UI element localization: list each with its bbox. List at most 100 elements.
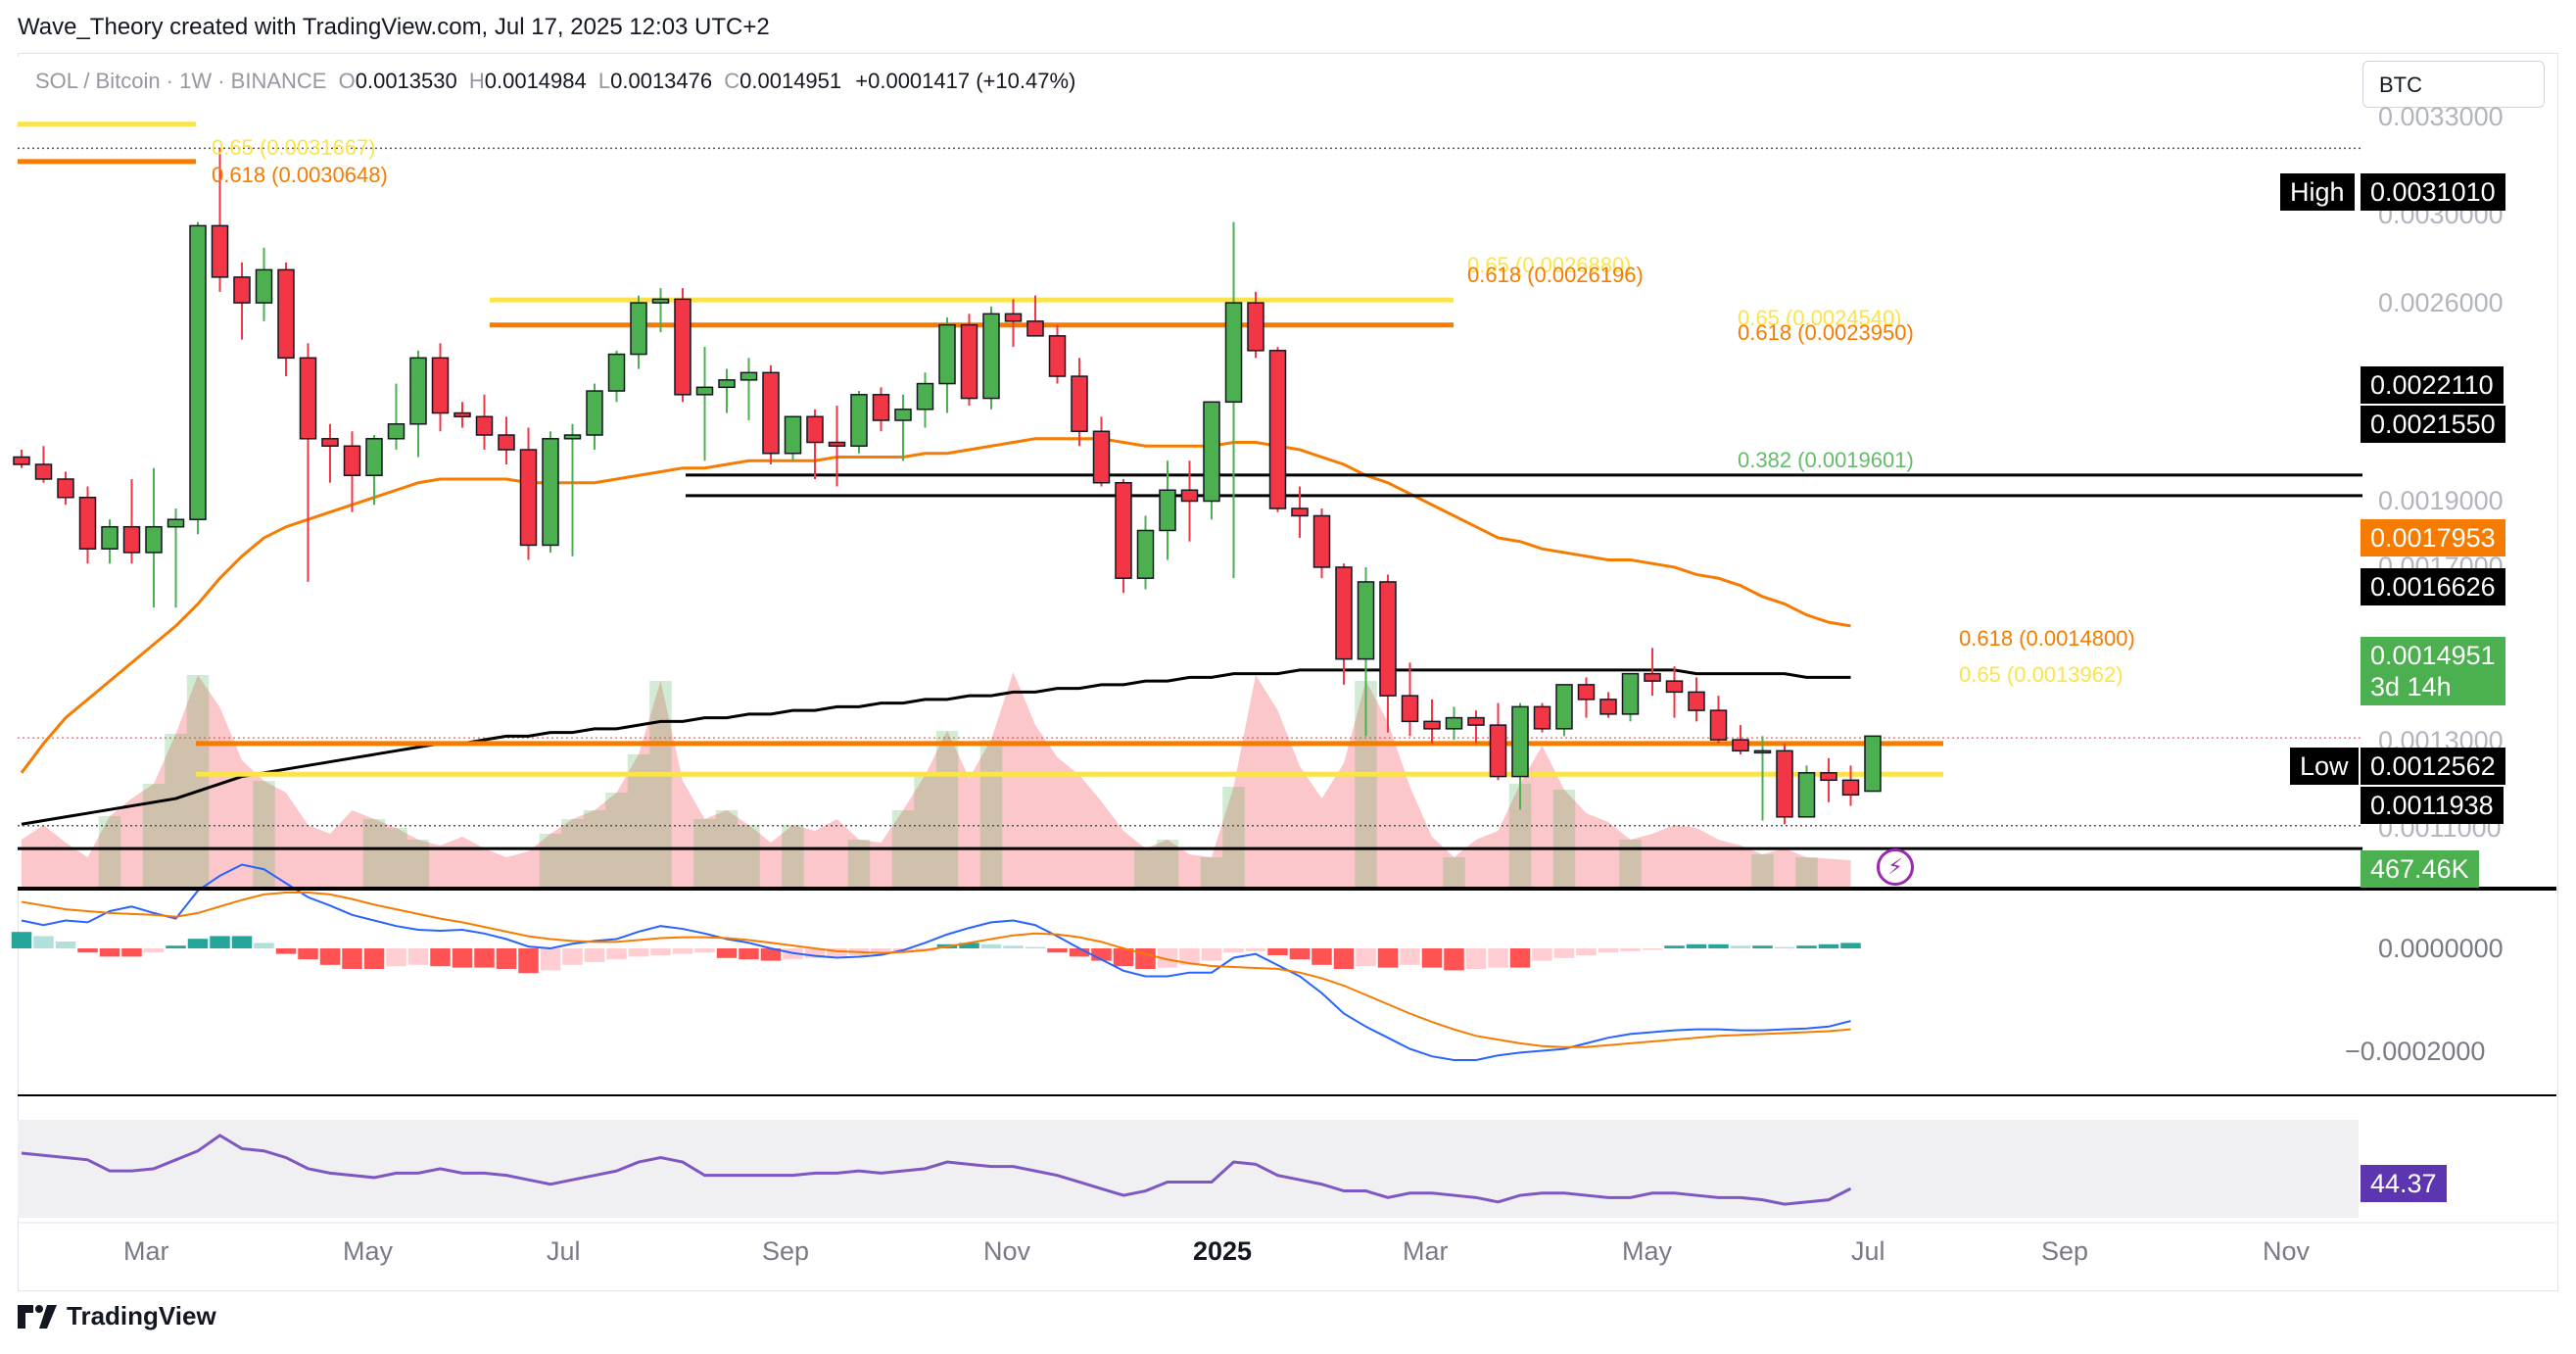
volume-bar-up <box>693 819 716 887</box>
volume-bar-up <box>561 819 584 887</box>
level-tag-2: 0.0021550 <box>2361 406 2505 443</box>
macd-histogram-bar <box>606 948 627 960</box>
volume-bar-up <box>627 754 650 887</box>
candle-body <box>1048 335 1067 377</box>
ema-50-line <box>20 437 1851 774</box>
tradingview-icon <box>18 1304 57 1329</box>
chart-credit: Wave_Theory created with TradingView.com… <box>18 14 770 40</box>
candle-body <box>13 456 30 465</box>
macd-histogram-bar <box>562 948 583 965</box>
volume-bar-up <box>98 816 121 887</box>
macd-histogram-bar <box>452 948 473 968</box>
candle-body <box>1732 739 1749 752</box>
rsi-pane <box>21 1134 1852 1206</box>
macd-histogram-bar <box>342 948 362 969</box>
candle-body <box>1621 672 1640 715</box>
candle-body <box>189 224 207 520</box>
macd-histogram-bar <box>760 948 782 961</box>
price-axis-label: 0.0019000 <box>2378 486 2504 515</box>
fib-label-r-065: 0.65 (0.0024540) <box>1738 306 1902 330</box>
macd-histogram-bar <box>407 948 429 965</box>
macd-histogram-bar <box>1179 948 1200 965</box>
candle-body <box>1071 375 1088 433</box>
macd-histogram-bar <box>1377 948 1399 968</box>
change-value: +0.0001417 (+10.47%) <box>855 69 1076 93</box>
macd-histogram-bar <box>1708 943 1729 948</box>
volume-bar-up <box>649 681 672 887</box>
macd-histogram-bar <box>363 948 385 969</box>
open-value: 0.0013530 <box>355 69 457 93</box>
macd-histogram-bar <box>386 948 406 967</box>
rsi-tag: 44.37 <box>2361 1165 2447 1202</box>
macd-histogram-bar <box>871 948 891 954</box>
macd-histogram-bar <box>1664 945 1685 948</box>
volume-bar-up <box>738 825 760 887</box>
time-axis-label: 2025 <box>1193 1236 1253 1266</box>
candle-body <box>475 415 494 436</box>
volume-bar-up <box>1134 848 1157 887</box>
lightning-icon[interactable]: ⚡ <box>1877 848 1914 886</box>
macd-histogram-bar <box>474 948 495 968</box>
volume-area <box>22 672 1851 887</box>
macd-histogram-bar <box>77 948 98 953</box>
last-price-tag: 0.0014951 3d 14h <box>2361 637 2505 705</box>
macd-histogram-bar <box>1444 948 1464 971</box>
volume-bar-up <box>539 834 562 887</box>
tradingview-logo[interactable]: TradingView <box>18 1301 216 1331</box>
candle-body <box>34 463 53 480</box>
candle-body <box>960 323 978 400</box>
candle-body <box>1291 508 1309 517</box>
candle-body <box>1467 716 1485 726</box>
candle-body <box>806 415 824 444</box>
macd-histogram-bar <box>210 936 230 948</box>
candle-body <box>122 525 141 554</box>
macd-histogram-bar <box>1421 948 1443 968</box>
candle-body <box>1224 302 1243 404</box>
rsi-line <box>21 1134 1852 1206</box>
candle-body <box>1247 302 1264 352</box>
symbol-label[interactable]: SOL / Bitcoin · 1W · BINANCE <box>35 69 327 93</box>
macd-histogram-bar <box>1752 945 1773 948</box>
volume-layer <box>22 672 1851 887</box>
candle-body <box>1423 720 1441 730</box>
candle-body <box>630 302 647 356</box>
candle-body <box>1445 716 1463 730</box>
candle-body <box>1115 481 1132 579</box>
macd-histogram-bar <box>739 948 759 960</box>
currency-selector[interactable]: BTC <box>2362 61 2545 108</box>
volume-bar-up <box>782 825 804 887</box>
candle-body <box>542 438 559 547</box>
price-axis-label: 0.0033000 <box>2378 102 2504 131</box>
candle-body <box>1577 684 1596 701</box>
macd-histogram-bar <box>1796 945 1817 948</box>
candle-body <box>563 434 582 440</box>
volume-bar-up <box>1508 784 1532 887</box>
candle-body <box>850 394 868 448</box>
macd-histogram-bar <box>1620 948 1641 951</box>
rsi-pane-bg <box>18 1120 2359 1218</box>
macd-histogram-bar <box>143 948 165 953</box>
candle-body <box>894 409 912 421</box>
close-value: 0.0014951 <box>739 69 842 93</box>
candle-body <box>1268 350 1287 509</box>
volume-bar-up <box>1552 790 1576 887</box>
candle-body <box>1797 772 1816 818</box>
macd-histogram-bar <box>1333 948 1355 969</box>
high-value: 0.0014984 <box>484 69 587 93</box>
candle-body <box>1180 489 1199 503</box>
macd-histogram-bar <box>716 948 738 958</box>
low-tag-value: 0.0012562 <box>2361 748 2505 785</box>
candle-body <box>1335 566 1353 660</box>
macd-histogram-bar <box>1840 943 1861 948</box>
candle-body <box>321 438 339 448</box>
macd-histogram-bar <box>1730 945 1751 948</box>
volume-tag: 467.46K <box>2361 850 2479 888</box>
high-tag-value: 0.0031010 <box>2361 173 2505 211</box>
fib-label-low-0618: 0.618 (0.0014800) <box>1959 626 2135 651</box>
volume-bar-up <box>935 731 959 887</box>
macd-axis-label: −0.0002000 <box>2345 1037 2486 1066</box>
close-label: C <box>724 69 740 93</box>
macd-line <box>21 863 1851 1061</box>
macd-histogram-bar <box>1312 948 1332 965</box>
